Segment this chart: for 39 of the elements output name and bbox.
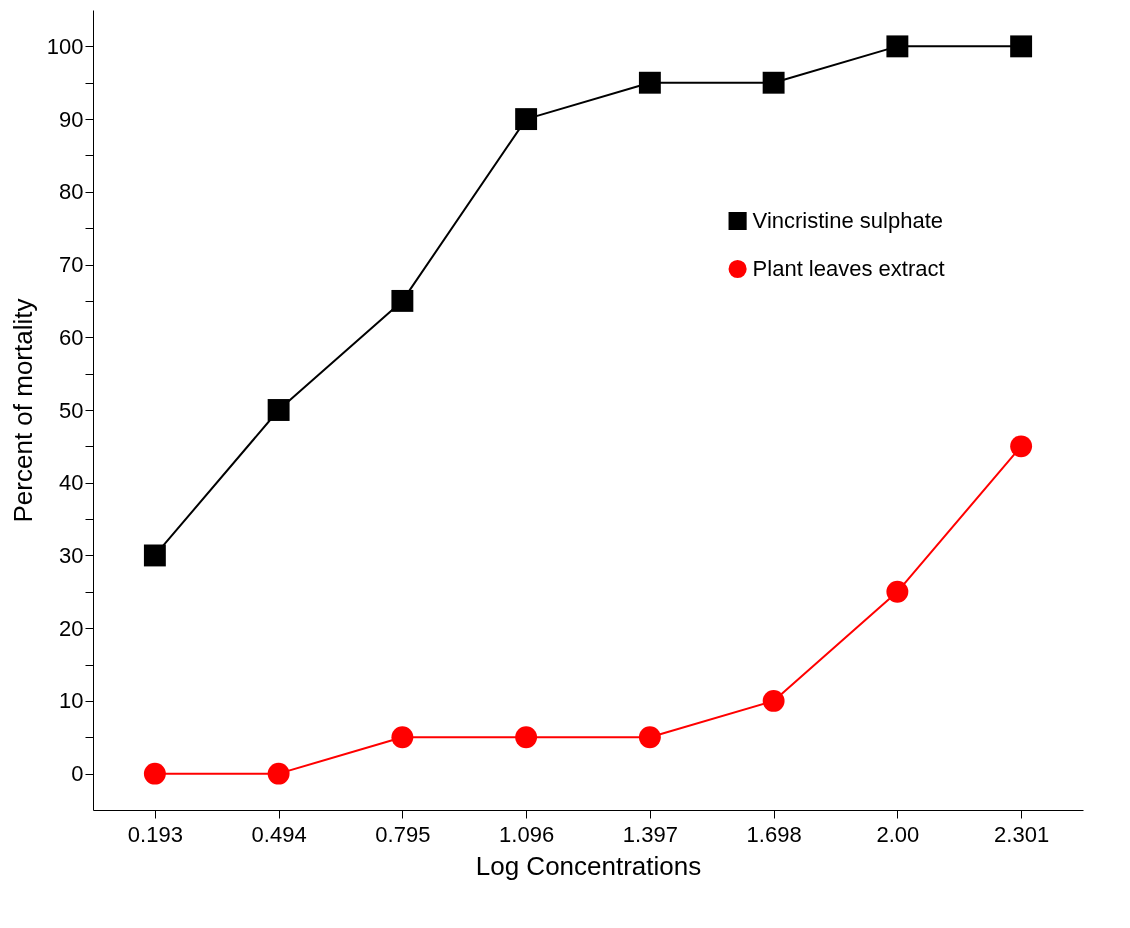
- point: [267, 762, 290, 785]
- y-tick-label: 50: [59, 397, 84, 423]
- x-tick-label: 2.00: [876, 821, 920, 847]
- y-tick-label: 60: [59, 324, 84, 350]
- y-tick-label: 0: [71, 761, 84, 787]
- point: [762, 71, 785, 94]
- y-tick-label: 30: [59, 542, 84, 568]
- x-tick-label: 1.698: [746, 821, 802, 847]
- y-tick-label: 90: [59, 106, 84, 132]
- y-axis-title: Percent of mortality: [7, 298, 38, 523]
- point: [391, 726, 414, 749]
- x-axis-title: Log Concentrations: [475, 850, 702, 881]
- point: [267, 399, 290, 421]
- point: [638, 726, 661, 749]
- point: [886, 580, 909, 603]
- y-tick-label: 20: [59, 615, 84, 641]
- point: [638, 71, 661, 94]
- point: [143, 544, 166, 567]
- point: [143, 762, 166, 785]
- x-tick-label: 0.193: [127, 821, 183, 847]
- point: [391, 289, 414, 312]
- legend-label: Vincristine sulphate: [752, 208, 943, 233]
- x-tick-label: 1.397: [622, 821, 678, 847]
- y-tick-label: 40: [59, 470, 84, 496]
- x-tick-label: 1.096: [499, 821, 555, 847]
- y-tick-label: 70: [59, 252, 84, 278]
- y-tick-label: 10: [59, 688, 84, 714]
- y-tick-label: 100: [46, 33, 84, 59]
- legend-label: Plant leaves extract: [752, 256, 945, 281]
- x-tick-label: 2.301: [994, 821, 1050, 847]
- y-tick-label: 80: [59, 179, 84, 205]
- x-tick-label: 0.494: [251, 821, 307, 847]
- point: [515, 108, 538, 131]
- point: [515, 726, 538, 749]
- point: [886, 35, 909, 58]
- x-tick-label: 0.795: [375, 821, 431, 847]
- point: [762, 689, 785, 712]
- point: [1010, 435, 1033, 458]
- point: [1010, 35, 1033, 58]
